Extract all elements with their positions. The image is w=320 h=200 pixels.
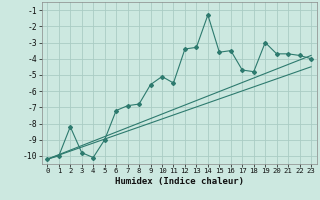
X-axis label: Humidex (Indice chaleur): Humidex (Indice chaleur) [115,177,244,186]
